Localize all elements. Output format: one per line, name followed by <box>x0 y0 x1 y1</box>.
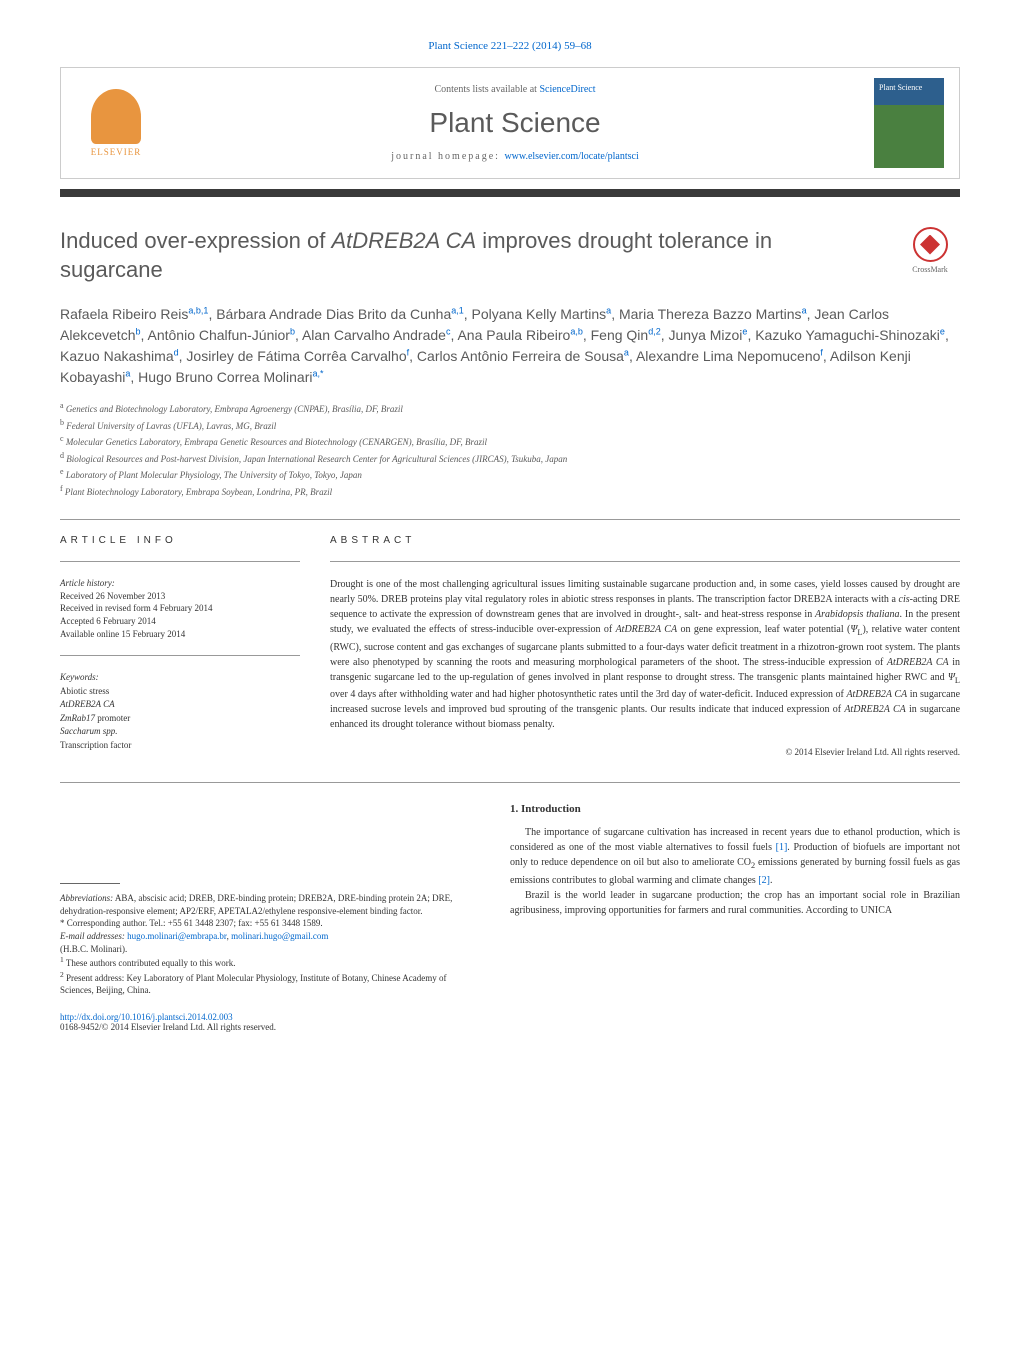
dark-bar <box>60 189 960 197</box>
fn1-text: These authors contributed equally to thi… <box>66 958 236 968</box>
header-center: Contents lists available at ScienceDirec… <box>156 84 874 162</box>
homepage-link[interactable]: www.elsevier.com/locate/plantsci <box>504 151 638 162</box>
footnotes-column: Abbreviations: ABA, abscisic acid; DREB,… <box>60 803 480 1032</box>
cover-label: Plant Science <box>879 83 922 92</box>
email-link-1[interactable]: hugo.molinari@embrapa.br <box>127 931 226 941</box>
keyword-item: Abiotic stress <box>60 685 300 699</box>
introduction-column: 1. Introduction The importance of sugarc… <box>510 803 960 1032</box>
keyword-item: AtDREB2A CA <box>60 698 300 712</box>
abbreviations-line: Abbreviations: ABA, abscisic acid; DREB,… <box>60 892 480 917</box>
affiliation-item: d Biological Resources and Post-harvest … <box>60 450 960 467</box>
online-date: Available online 15 February 2014 <box>60 628 300 641</box>
fn2-text: Present address: Key Laboratory of Plant… <box>60 973 447 996</box>
keywords-list: Abiotic stressAtDREB2A CAZmRab17 promote… <box>60 685 300 753</box>
sciencedirect-link[interactable]: ScienceDirect <box>539 84 595 95</box>
journal-header-box: ELSEVIER Contents lists available at Sci… <box>60 67 960 179</box>
affiliation-item: a Genetics and Biotechnology Laboratory,… <box>60 400 960 417</box>
revised-date: Received in revised form 4 February 2014 <box>60 602 300 615</box>
keyword-item: Saccharum spp. <box>60 725 300 739</box>
footnote-divider <box>60 883 120 884</box>
article-title: Induced over-expression of AtDREB2A CA i… <box>60 227 880 284</box>
title-row: Induced over-expression of AtDREB2A CA i… <box>60 227 960 284</box>
contents-line: Contents lists available at ScienceDirec… <box>156 84 874 95</box>
copyright-line: © 2014 Elsevier Ireland Ltd. All rights … <box>330 747 960 757</box>
divider-abstract <box>330 561 960 562</box>
homepage-prefix: journal homepage: <box>391 151 504 162</box>
email-link-2[interactable]: molinari.hugo@gmail.com <box>231 931 328 941</box>
affiliation-item: b Federal University of Lavras (UFLA), L… <box>60 417 960 434</box>
corresponding-author: * Corresponding author. Tel.: +55 61 344… <box>60 917 480 930</box>
doi-link[interactable]: http://dx.doi.org/10.1016/j.plantsci.201… <box>60 1012 233 1022</box>
history-block: Article history: Received 26 November 20… <box>60 577 300 640</box>
homepage-line: journal homepage: www.elsevier.com/locat… <box>156 151 874 162</box>
spacer <box>60 803 480 883</box>
keyword-item: ZmRab17 promoter <box>60 712 300 726</box>
affiliation-item: e Laboratory of Plant Molecular Physiolo… <box>60 466 960 483</box>
contents-prefix: Contents lists available at <box>434 84 539 95</box>
crossmark-inner-icon <box>920 235 940 255</box>
crossmark-badge[interactable]: CrossMark <box>900 227 960 274</box>
affiliation-item: c Molecular Genetics Laboratory, Embrapa… <box>60 433 960 450</box>
keywords-block: Keywords: Abiotic stressAtDREB2A CAZmRab… <box>60 671 300 752</box>
journal-name: Plant Science <box>156 107 874 139</box>
title-italic: AtDREB2A CA <box>332 228 477 253</box>
crossmark-label: CrossMark <box>912 265 948 274</box>
affiliations-list: a Genetics and Biotechnology Laboratory,… <box>60 400 960 499</box>
received-date: Received 26 November 2013 <box>60 590 300 603</box>
elsevier-label: ELSEVIER <box>91 147 142 157</box>
divider-body <box>60 782 960 783</box>
footnote-1: 1 These authors contributed equally to t… <box>60 955 480 970</box>
elsevier-logo[interactable]: ELSEVIER <box>76 78 156 168</box>
keywords-label: Keywords: <box>60 671 300 685</box>
abbrev-label: Abbreviations: <box>60 893 113 903</box>
divider-keywords <box>60 655 300 656</box>
doi-block: http://dx.doi.org/10.1016/j.plantsci.201… <box>60 1012 480 1032</box>
divider-info <box>60 561 300 562</box>
abstract-column: ABSTRACT Drought is one of the most chal… <box>330 535 960 757</box>
authors-list: Rafaela Ribeiro Reisa,b,1, Bárbara Andra… <box>60 304 960 388</box>
divider-top <box>60 519 960 520</box>
issn-line: 0168-9452/© 2014 Elsevier Ireland Ltd. A… <box>60 1022 480 1032</box>
abstract-heading: ABSTRACT <box>330 535 960 546</box>
email-line: E-mail addresses: hugo.molinari@embrapa.… <box>60 930 480 943</box>
journal-cover[interactable]: Plant Science <box>874 78 944 168</box>
email-who: (H.B.C. Molinari). <box>60 943 480 956</box>
history-label: Article history: <box>60 577 300 590</box>
info-abstract-row: ARTICLE INFO Article history: Received 2… <box>60 535 960 757</box>
article-info-heading: ARTICLE INFO <box>60 535 300 546</box>
abstract-text: Drought is one of the most challenging a… <box>330 577 960 732</box>
intro-heading: 1. Introduction <box>510 803 960 815</box>
footnotes-block: Abbreviations: ABA, abscisic acid; DREB,… <box>60 892 480 997</box>
footnote-2: 2 Present address: Key Laboratory of Pla… <box>60 970 480 997</box>
header-citation: Plant Science 221–222 (2014) 59–68 <box>60 40 960 52</box>
affiliation-item: f Plant Biotechnology Laboratory, Embrap… <box>60 483 960 500</box>
article-info-column: ARTICLE INFO Article history: Received 2… <box>60 535 300 757</box>
email-label: E-mail addresses: <box>60 931 127 941</box>
keyword-item: Transcription factor <box>60 739 300 753</box>
intro-p2: Brazil is the world leader in sugarcane … <box>510 888 960 918</box>
page-container: Plant Science 221–222 (2014) 59–68 ELSEV… <box>0 0 1020 1072</box>
crossmark-icon <box>913 227 948 262</box>
title-pre: Induced over-expression of <box>60 228 332 253</box>
intro-p1: The importance of sugarcane cultivation … <box>510 825 960 887</box>
abbrev-text: ABA, abscisic acid; DREB, DRE-binding pr… <box>60 893 452 916</box>
body-columns: Abbreviations: ABA, abscisic acid; DREB,… <box>60 803 960 1032</box>
accepted-date: Accepted 6 February 2014 <box>60 615 300 628</box>
elsevier-tree-icon <box>91 89 141 144</box>
